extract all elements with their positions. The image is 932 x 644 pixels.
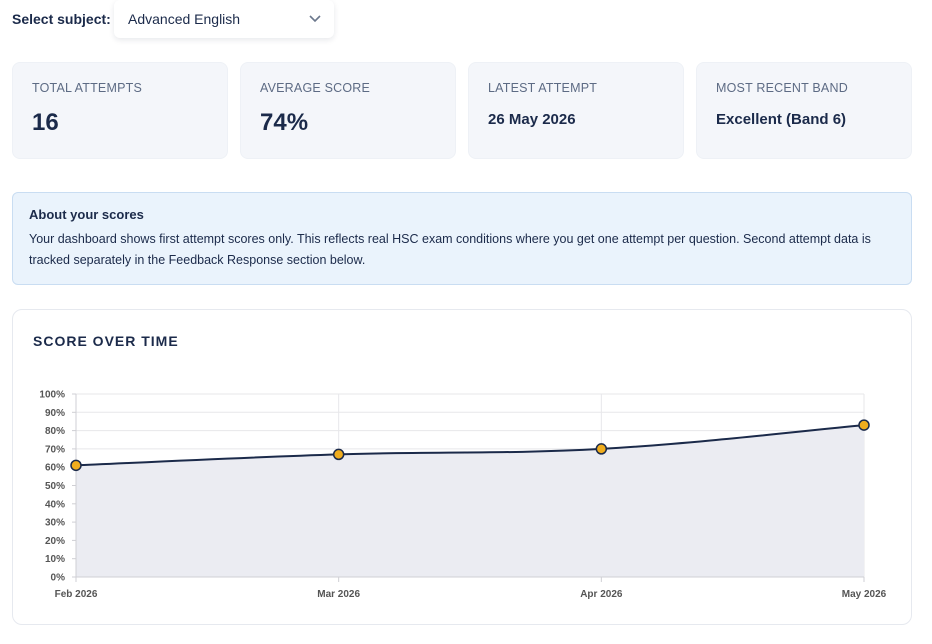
x-tick-label: Mar 2026 [317,589,360,600]
stat-card-recent-band: Most Recent Band Excellent (Band 6) [696,62,912,159]
info-body: Your dashboard shows first attempt score… [29,232,871,267]
subject-selector-row: Select subject: [12,0,123,38]
score-point-feb-2026 [70,459,82,472]
y-tick-label: 20% [45,536,65,547]
x-tick-label: Apr 2026 [580,589,623,600]
y-tick-label: 90% [45,408,65,419]
y-tick-label: 70% [45,444,65,455]
x-tick-label: Feb 2026 [55,589,98,600]
y-tick-label: 60% [45,463,65,474]
stat-card-total-attempts: Total Attempts 16 [12,62,228,159]
score-over-time-chart: 0% 10% 20% 30% 40% 50% 60% 70% 80% 90% 100% Feb 202… [39,390,887,601]
y-tick-label: 50% [45,481,65,492]
score-line [75,424,865,467]
stats-row: Total Attempts 16 Average Score 74% Late… [12,62,912,159]
score-area-fill [76,425,864,577]
y-tick-label: 0% [51,573,66,584]
stat-value: 16 [32,109,59,136]
stat-label: Latest Attempt [488,81,598,95]
stat-label: Total Attempts [32,81,142,95]
x-tick-label: May 2026 [842,589,887,600]
stat-label: Most Recent Band [716,81,848,95]
stat-value: 26 May 2026 [488,111,576,128]
scores-info-banner: About your scores Your dashboard shows f… [12,192,912,285]
y-tick-label: 80% [45,426,65,437]
stat-label: Average Score [260,81,371,95]
y-tick-label: 100% [39,390,65,401]
y-tick-label: 10% [45,554,65,565]
y-tick-label: 40% [45,499,65,510]
stat-value: Excellent (Band 6) [716,111,847,128]
score-point-mar-2026 [332,448,345,461]
subject-selected-value: Advanced English [128,11,241,27]
subject-dropdown[interactable]: Advanced English [114,0,334,38]
stat-card-average-score: Average Score 74% [240,62,456,159]
score-point-apr-2026 [595,443,608,455]
y-tick-label: 30% [45,518,65,529]
chart-title: Score over time [33,333,179,349]
stat-card-latest-attempt: Latest Attempt 26 May 2026 [468,62,684,159]
stat-value: 74% [260,109,309,136]
score-chart-card: Score over time 0% 10% 20% 30% 40% 50% 60% 70% 8… [12,309,912,625]
chevron-down-icon [309,15,321,23]
score-point-may-2026 [858,419,870,431]
info-title: About your scores [29,207,144,222]
subject-label: Select subject: [12,11,111,27]
